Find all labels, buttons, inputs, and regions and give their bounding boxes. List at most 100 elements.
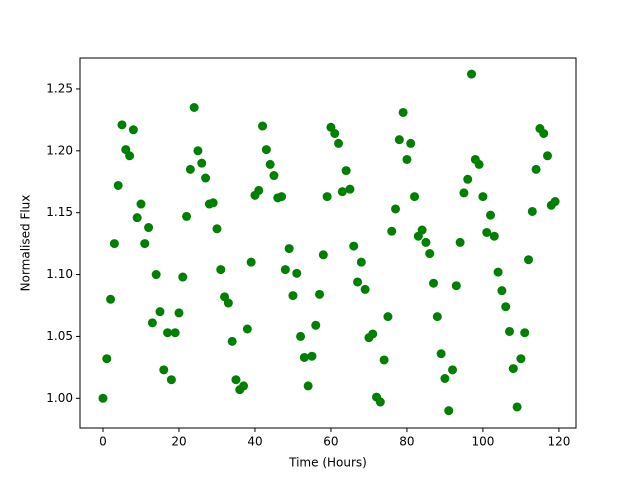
point <box>216 265 226 275</box>
point <box>151 270 161 280</box>
point <box>315 289 325 299</box>
point <box>265 159 275 169</box>
x-tick-label: 120 <box>547 435 570 449</box>
point <box>261 145 271 155</box>
y-tick-label: 1.05 <box>46 329 73 343</box>
point <box>144 223 154 233</box>
y-axis-label: Normalised Flux <box>19 195 33 292</box>
point <box>394 135 404 145</box>
x-tick-label: 80 <box>399 435 414 449</box>
point <box>451 281 461 291</box>
point <box>527 206 537 216</box>
point <box>166 375 176 385</box>
point <box>242 324 252 334</box>
point <box>421 237 431 247</box>
point <box>402 154 412 164</box>
point <box>318 250 328 260</box>
point <box>299 352 309 362</box>
point <box>102 354 112 364</box>
point <box>337 187 347 197</box>
point <box>482 227 492 237</box>
point <box>520 328 530 338</box>
point <box>246 257 256 267</box>
x-tick-label: 0 <box>99 435 107 449</box>
point <box>136 199 146 209</box>
x-tick-label: 20 <box>171 435 186 449</box>
point <box>448 365 458 375</box>
point <box>212 224 222 234</box>
point <box>398 107 408 117</box>
point <box>467 69 477 79</box>
point <box>303 381 313 391</box>
point <box>178 272 188 282</box>
point <box>197 158 207 168</box>
point <box>98 393 108 403</box>
point <box>163 328 173 338</box>
point <box>258 121 268 131</box>
point <box>497 286 507 296</box>
point <box>474 159 484 169</box>
point <box>387 226 397 236</box>
point <box>277 192 287 202</box>
point <box>170 328 180 338</box>
point <box>368 329 378 339</box>
point <box>185 164 195 174</box>
point <box>489 231 499 241</box>
point <box>436 349 446 359</box>
point <box>174 308 184 318</box>
point <box>223 298 233 308</box>
point <box>292 268 302 278</box>
point <box>269 171 279 181</box>
point <box>109 239 119 249</box>
x-tick-label: 40 <box>247 435 262 449</box>
point <box>478 192 488 202</box>
point <box>322 192 332 202</box>
point <box>254 185 264 195</box>
point <box>182 211 192 221</box>
point <box>531 164 541 174</box>
y-tick-label: 1.00 <box>46 391 73 405</box>
point <box>189 102 199 112</box>
point <box>459 188 469 198</box>
point <box>341 166 351 176</box>
point <box>113 180 123 190</box>
point <box>440 374 450 384</box>
point <box>508 364 518 374</box>
point <box>208 198 218 208</box>
y-tick-label: 1.25 <box>46 81 73 95</box>
point <box>493 267 503 277</box>
point <box>231 375 241 385</box>
point <box>155 307 165 317</box>
y-tick-label: 1.20 <box>46 143 73 157</box>
x-tick-label: 60 <box>323 435 338 449</box>
point <box>406 138 416 148</box>
y-tick-label: 1.10 <box>46 267 73 281</box>
plot-frame <box>79 57 577 429</box>
point <box>425 249 435 259</box>
point <box>550 197 560 207</box>
point <box>375 397 385 407</box>
point <box>410 192 420 202</box>
point <box>524 255 534 265</box>
point <box>288 291 298 301</box>
point <box>239 381 249 391</box>
point <box>360 284 370 294</box>
point <box>486 210 496 220</box>
point <box>391 204 401 214</box>
point <box>140 239 150 249</box>
point <box>334 138 344 148</box>
point <box>349 241 359 251</box>
point <box>543 151 553 161</box>
point <box>106 294 116 304</box>
point <box>330 128 340 138</box>
point <box>429 278 439 288</box>
point <box>505 326 515 336</box>
point <box>311 320 321 330</box>
point <box>353 277 363 287</box>
point <box>193 146 203 156</box>
point <box>432 312 442 322</box>
point <box>284 244 294 254</box>
point <box>463 174 473 184</box>
x-tick-label: 100 <box>471 435 494 449</box>
point <box>383 312 393 322</box>
